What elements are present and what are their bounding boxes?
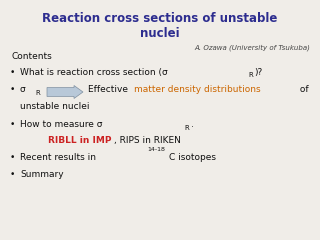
Text: Contents: Contents [12,52,53,61]
Text: R: R [184,125,189,131]
Text: Recent results in: Recent results in [20,153,99,162]
Text: , RIPS in RIKEN: , RIPS in RIKEN [114,136,181,145]
Text: Summary: Summary [20,170,64,179]
Text: What is reaction cross section (σ: What is reaction cross section (σ [20,68,168,77]
Text: •: • [10,85,15,94]
Text: R: R [35,90,40,96]
FancyArrow shape [47,85,83,98]
Text: How to measure σ: How to measure σ [20,120,102,129]
Text: )?: )? [254,68,262,77]
Text: 14-18: 14-18 [147,147,165,152]
Text: •: • [10,68,15,77]
Text: •: • [10,170,15,179]
Text: C isotopes: C isotopes [169,153,216,162]
Text: A. Ozawa (University of Tsukuba): A. Ozawa (University of Tsukuba) [194,44,310,51]
Text: RIBLL in IMP: RIBLL in IMP [48,136,111,145]
Text: σ: σ [20,85,26,94]
Text: unstable nuclei: unstable nuclei [20,102,90,111]
Text: Reaction cross sections of unstable: Reaction cross sections of unstable [42,12,278,25]
Text: nuclei: nuclei [140,27,180,40]
Text: .: . [191,120,194,129]
Text: R: R [248,72,253,78]
Text: of: of [297,85,308,94]
Text: Effective: Effective [88,85,131,94]
Text: •: • [10,120,15,129]
Text: •: • [10,153,15,162]
Text: matter density distributions: matter density distributions [134,85,260,94]
